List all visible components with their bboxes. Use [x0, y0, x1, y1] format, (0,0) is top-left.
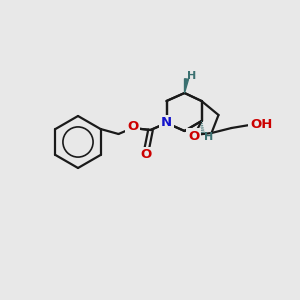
Text: H: H — [204, 132, 213, 142]
Text: OH: OH — [250, 118, 273, 131]
Polygon shape — [184, 79, 188, 93]
Text: O: O — [140, 148, 151, 161]
Text: H: H — [187, 71, 196, 81]
Text: O: O — [127, 121, 138, 134]
Text: N: N — [161, 116, 172, 130]
Text: O: O — [188, 130, 199, 142]
